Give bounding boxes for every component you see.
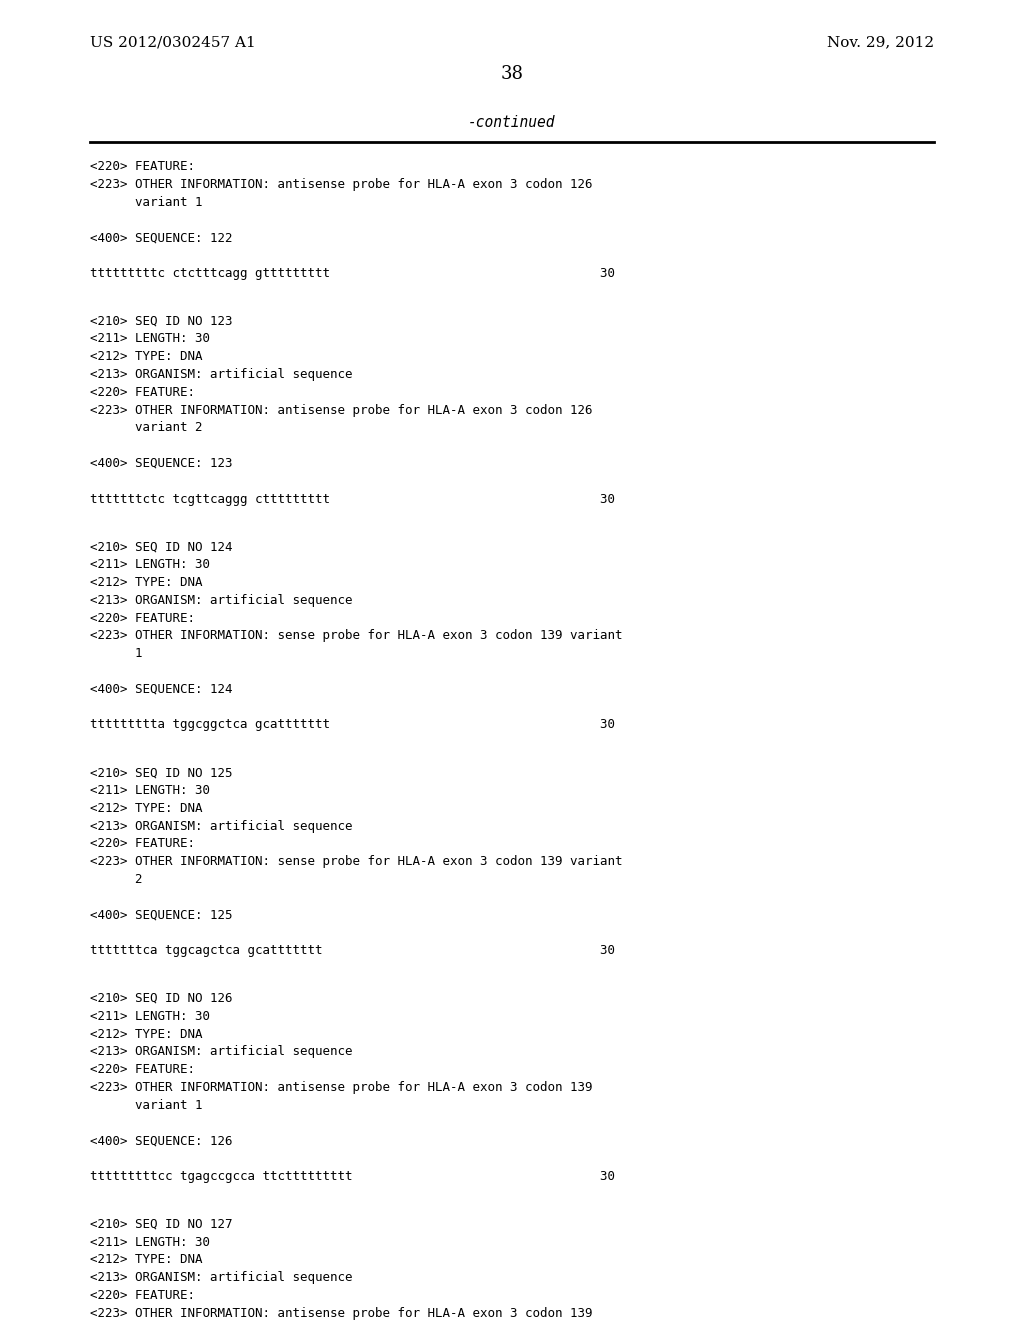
Text: <212> TYPE: DNA: <212> TYPE: DNA bbox=[90, 350, 203, 363]
Text: tttttttca tggcagctca gcattttttt                                     30: tttttttca tggcagctca gcattttttt 30 bbox=[90, 944, 615, 957]
Text: <400> SEQUENCE: 125: <400> SEQUENCE: 125 bbox=[90, 908, 232, 921]
Text: <210> SEQ ID NO 124: <210> SEQ ID NO 124 bbox=[90, 540, 232, 553]
Text: <220> FEATURE:: <220> FEATURE: bbox=[90, 611, 195, 624]
Text: <223> OTHER INFORMATION: sense probe for HLA-A exon 3 codon 139 variant: <223> OTHER INFORMATION: sense probe for… bbox=[90, 855, 623, 869]
Text: <210> SEQ ID NO 127: <210> SEQ ID NO 127 bbox=[90, 1218, 232, 1230]
Text: variant 2: variant 2 bbox=[90, 421, 203, 434]
Text: <213> ORGANISM: artificial sequence: <213> ORGANISM: artificial sequence bbox=[90, 594, 352, 607]
Text: 38: 38 bbox=[501, 65, 523, 83]
Text: variant 1: variant 1 bbox=[90, 195, 203, 209]
Text: <212> TYPE: DNA: <212> TYPE: DNA bbox=[90, 801, 203, 814]
Text: <220> FEATURE:: <220> FEATURE: bbox=[90, 160, 195, 173]
Text: <211> LENGTH: 30: <211> LENGTH: 30 bbox=[90, 1236, 210, 1249]
Text: <212> TYPE: DNA: <212> TYPE: DNA bbox=[90, 1254, 203, 1266]
Text: <213> ORGANISM: artificial sequence: <213> ORGANISM: artificial sequence bbox=[90, 368, 352, 381]
Text: ttttttttta tggcggctca gcattttttt                                    30: ttttttttta tggcggctca gcattttttt 30 bbox=[90, 718, 615, 731]
Text: <223> OTHER INFORMATION: antisense probe for HLA-A exon 3 codon 126: <223> OTHER INFORMATION: antisense probe… bbox=[90, 404, 593, 417]
Text: tttttttttc ctctttcagg gttttttttt                                    30: tttttttttc ctctttcagg gttttttttt 30 bbox=[90, 267, 615, 280]
Text: US 2012/0302457 A1: US 2012/0302457 A1 bbox=[90, 36, 256, 49]
Text: <212> TYPE: DNA: <212> TYPE: DNA bbox=[90, 1027, 203, 1040]
Text: <210> SEQ ID NO 123: <210> SEQ ID NO 123 bbox=[90, 314, 232, 327]
Text: <211> LENGTH: 30: <211> LENGTH: 30 bbox=[90, 558, 210, 572]
Text: <213> ORGANISM: artificial sequence: <213> ORGANISM: artificial sequence bbox=[90, 1045, 352, 1059]
Text: <400> SEQUENCE: 122: <400> SEQUENCE: 122 bbox=[90, 231, 232, 244]
Text: <223> OTHER INFORMATION: antisense probe for HLA-A exon 3 codon 139: <223> OTHER INFORMATION: antisense probe… bbox=[90, 1307, 593, 1320]
Text: <400> SEQUENCE: 123: <400> SEQUENCE: 123 bbox=[90, 457, 232, 470]
Text: <220> FEATURE:: <220> FEATURE: bbox=[90, 1290, 195, 1302]
Text: <223> OTHER INFORMATION: sense probe for HLA-A exon 3 codon 139 variant: <223> OTHER INFORMATION: sense probe for… bbox=[90, 630, 623, 643]
Text: <211> LENGTH: 30: <211> LENGTH: 30 bbox=[90, 1010, 210, 1023]
Text: tttttttttcc tgagccgcca ttcttttttttt                                 30: tttttttttcc tgagccgcca ttcttttttttt 30 bbox=[90, 1170, 615, 1183]
Text: <213> ORGANISM: artificial sequence: <213> ORGANISM: artificial sequence bbox=[90, 820, 352, 833]
Text: <210> SEQ ID NO 126: <210> SEQ ID NO 126 bbox=[90, 993, 232, 1005]
Text: <223> OTHER INFORMATION: antisense probe for HLA-A exon 3 codon 139: <223> OTHER INFORMATION: antisense probe… bbox=[90, 1081, 593, 1094]
Text: <223> OTHER INFORMATION: antisense probe for HLA-A exon 3 codon 126: <223> OTHER INFORMATION: antisense probe… bbox=[90, 178, 593, 191]
Text: <220> FEATURE:: <220> FEATURE: bbox=[90, 385, 195, 399]
Text: <400> SEQUENCE: 126: <400> SEQUENCE: 126 bbox=[90, 1134, 232, 1147]
Text: variant 1: variant 1 bbox=[90, 1098, 203, 1111]
Text: <213> ORGANISM: artificial sequence: <213> ORGANISM: artificial sequence bbox=[90, 1271, 352, 1284]
Text: -continued: -continued bbox=[468, 115, 556, 129]
Text: <211> LENGTH: 30: <211> LENGTH: 30 bbox=[90, 333, 210, 346]
Text: 2: 2 bbox=[90, 873, 142, 886]
Text: tttttttctc tcgttcaggg cttttttttt                                    30: tttttttctc tcgttcaggg cttttttttt 30 bbox=[90, 492, 615, 506]
Text: <400> SEQUENCE: 124: <400> SEQUENCE: 124 bbox=[90, 682, 232, 696]
Text: <220> FEATURE:: <220> FEATURE: bbox=[90, 1063, 195, 1076]
Text: 1: 1 bbox=[90, 647, 142, 660]
Text: <210> SEQ ID NO 125: <210> SEQ ID NO 125 bbox=[90, 766, 232, 779]
Text: <212> TYPE: DNA: <212> TYPE: DNA bbox=[90, 576, 203, 589]
Text: Nov. 29, 2012: Nov. 29, 2012 bbox=[826, 36, 934, 49]
Text: <220> FEATURE:: <220> FEATURE: bbox=[90, 837, 195, 850]
Text: <211> LENGTH: 30: <211> LENGTH: 30 bbox=[90, 784, 210, 797]
